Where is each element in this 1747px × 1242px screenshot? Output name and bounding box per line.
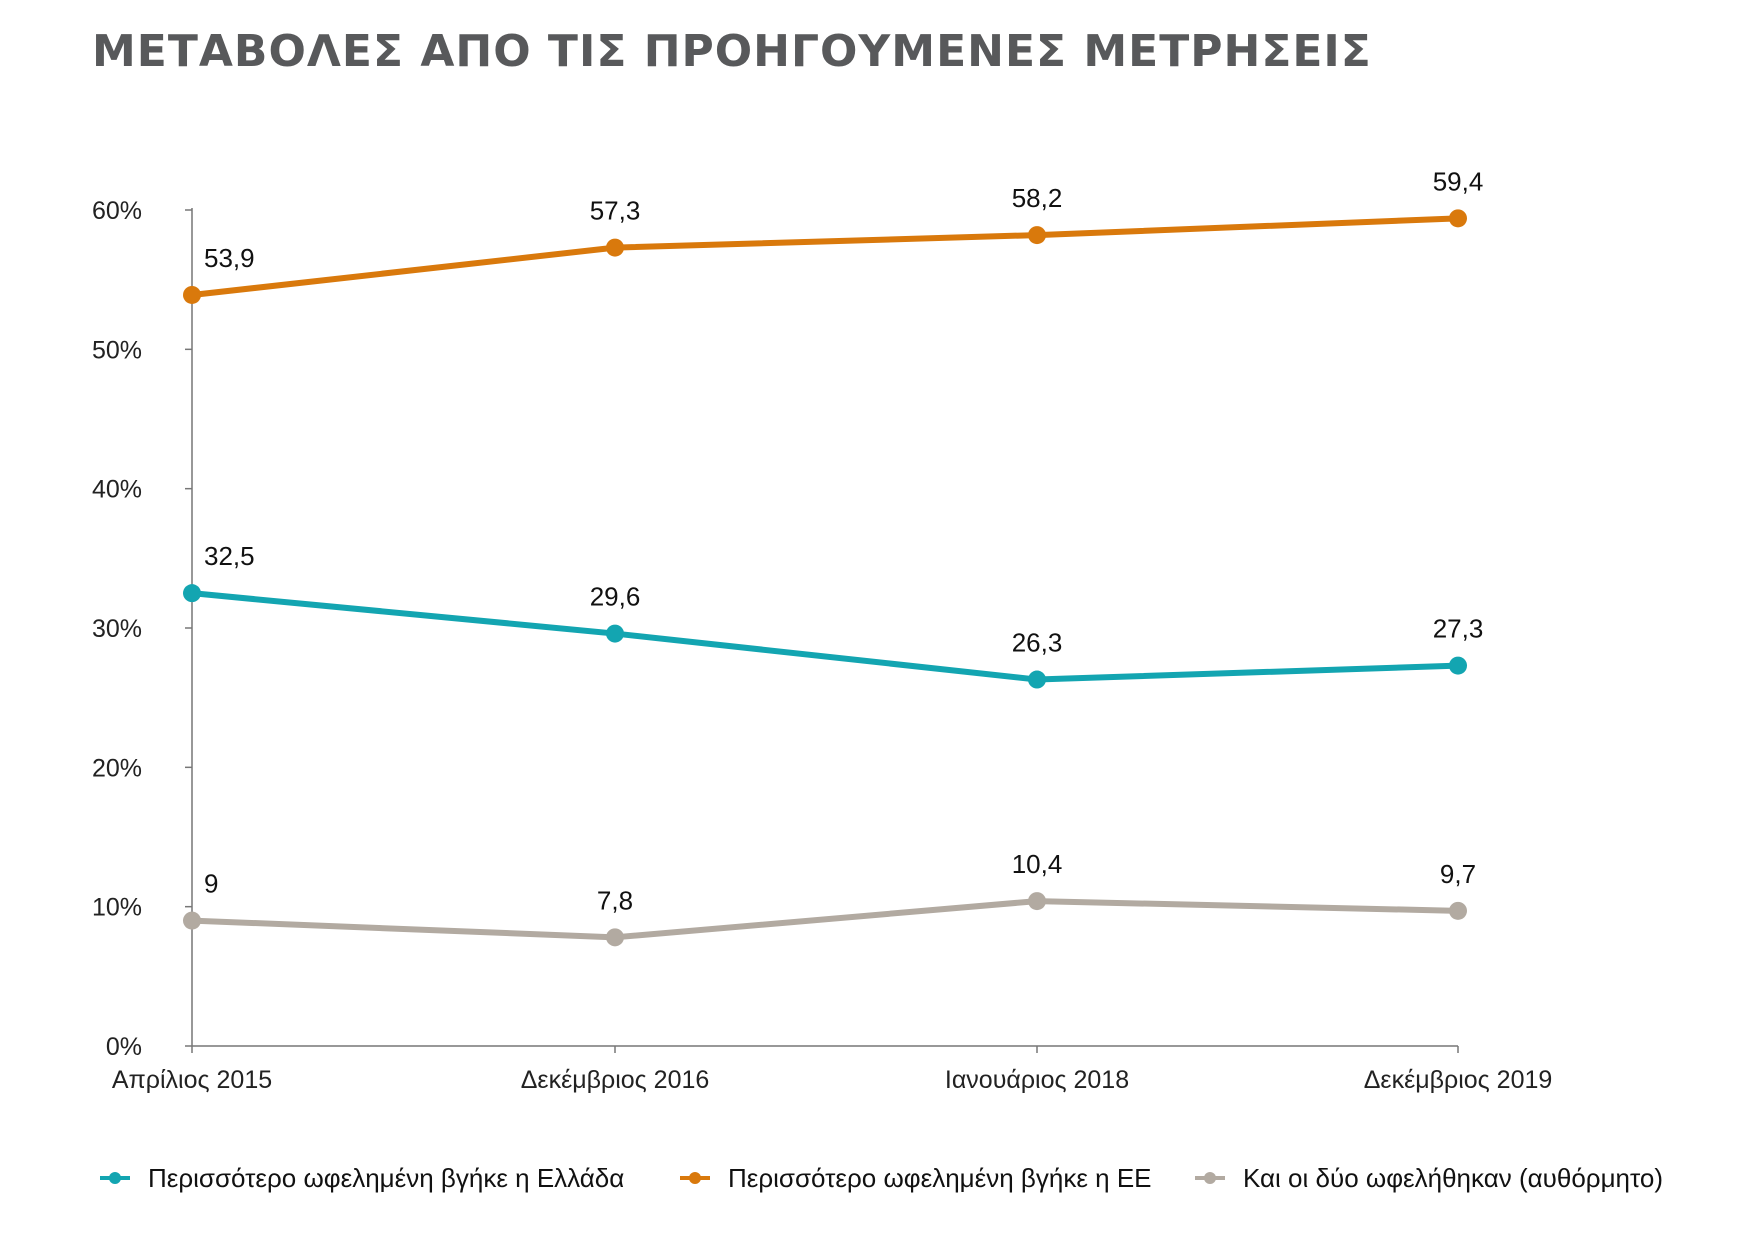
- y-tick-label: 50%: [92, 336, 142, 364]
- legend-item: Και οι δύο ωφελήθηκαν (αυθόρμητο): [1195, 1163, 1663, 1193]
- data-point: [606, 238, 624, 257]
- data-point: [1028, 670, 1046, 689]
- x-tick-label: Δεκέμβριος 2019: [1364, 1066, 1553, 1094]
- data-label: 29,6: [590, 582, 641, 612]
- legend-marker: [1204, 1172, 1216, 1184]
- data-point: [183, 285, 201, 304]
- x-tick-label: Απρίλιος 2015: [112, 1066, 272, 1094]
- data-label: 26,3: [1012, 628, 1063, 658]
- data-label: 53,9: [204, 243, 255, 273]
- data-point: [183, 584, 201, 603]
- y-tick-label: 10%: [92, 894, 142, 922]
- data-label: 9,7: [1440, 859, 1476, 889]
- data-point: [606, 928, 624, 947]
- y-tick-label: 30%: [92, 615, 142, 643]
- legend-label: Περισσότερο ωφελημένη βγήκε η Ελλάδα: [148, 1163, 624, 1193]
- data-label: 32,5: [204, 541, 255, 571]
- legend-marker: [109, 1172, 121, 1184]
- data-point: [183, 911, 201, 930]
- legend-label: Και οι δύο ωφελήθηκαν (αυθόρμητο): [1243, 1163, 1663, 1193]
- legend-item: Περισσότερο ωφελημένη βγήκε η ΕΕ: [680, 1163, 1152, 1193]
- data-label: 27,3: [1433, 614, 1484, 644]
- x-tick-label: Δεκέμβριος 2016: [521, 1066, 710, 1094]
- legend-label: Περισσότερο ωφελημένη βγήκε η ΕΕ: [728, 1163, 1152, 1193]
- data-point: [606, 624, 624, 643]
- y-tick-label: 60%: [92, 197, 142, 225]
- y-tick-label: 40%: [92, 476, 142, 504]
- y-tick-label: 20%: [92, 754, 142, 782]
- data-point: [1449, 656, 1467, 675]
- data-label: 7,8: [597, 885, 633, 915]
- data-point: [1449, 209, 1467, 228]
- data-point: [1449, 901, 1467, 920]
- legend-marker: [689, 1172, 701, 1184]
- data-point: [1028, 226, 1046, 245]
- y-tick-label: 0%: [106, 1033, 142, 1061]
- series-line-2: [189, 215, 1461, 298]
- data-label: 10,4: [1012, 849, 1063, 879]
- series-line-3: [189, 898, 1461, 941]
- data-label: 9: [204, 869, 218, 899]
- series-line-1: [189, 590, 1461, 683]
- x-tick-label: Ιανουάριος 2018: [945, 1066, 1129, 1094]
- data-label: 59,4: [1433, 166, 1484, 196]
- chart-title: ΜΕΤΑΒΟΛΕΣ ΑΠΟ ΤΙΣ ΠΡΟΗΓΟΥΜΕΝΕΣ ΜΕΤΡΗΣΕΙΣ: [92, 26, 1372, 77]
- data-label: 58,2: [1012, 183, 1063, 213]
- data-label: 57,3: [590, 196, 641, 226]
- data-point: [1028, 892, 1046, 911]
- legend-item: Περισσότερο ωφελημένη βγήκε η Ελλάδα: [100, 1163, 624, 1193]
